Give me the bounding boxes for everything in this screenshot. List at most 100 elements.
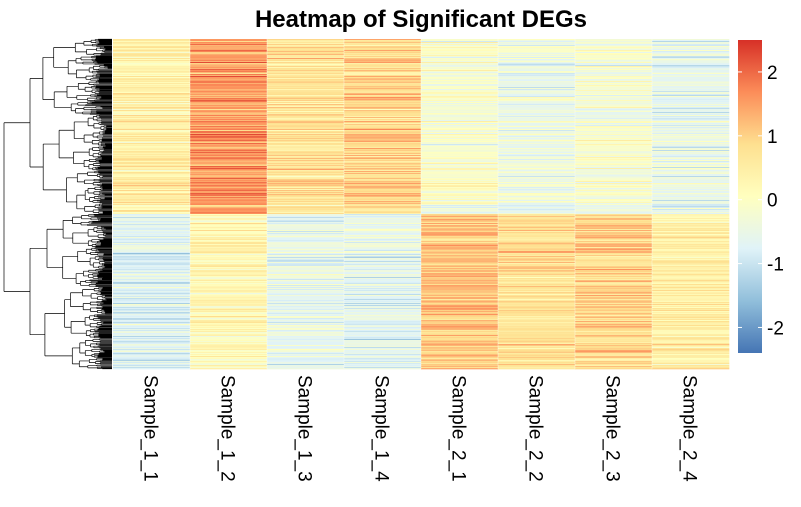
heatmap-cell — [190, 313, 268, 315]
heatmap-cell — [267, 224, 345, 226]
heatmap-cell — [267, 56, 345, 58]
heatmap-cell — [498, 114, 576, 116]
heatmap-cell — [498, 239, 576, 241]
heatmap-cell — [113, 321, 191, 323]
heatmap-cell — [652, 338, 730, 340]
heatmap-cell — [421, 107, 499, 109]
heatmap-cell — [575, 165, 653, 167]
heatmap-cell — [113, 141, 191, 143]
heatmap-cell — [113, 55, 191, 57]
heatmap-cell — [652, 184, 730, 186]
heatmap-cell — [113, 357, 191, 359]
heatmap-cell — [267, 39, 345, 41]
heatmap-cell — [190, 278, 268, 280]
heatmap-cell — [113, 157, 191, 159]
heatmap-cell — [498, 235, 576, 237]
heatmap-cell — [498, 59, 576, 61]
heatmap-cell — [344, 77, 422, 79]
heatmap-cell — [575, 299, 653, 301]
heatmap-cell — [344, 248, 422, 250]
heatmap-cell — [421, 306, 499, 308]
heatmap-cell — [575, 228, 653, 230]
heatmap-cell — [113, 75, 191, 77]
heatmap-cell — [421, 268, 499, 270]
heatmap-cell — [421, 237, 499, 239]
heatmap-cell — [344, 333, 422, 335]
heatmap-cell — [652, 198, 730, 200]
heatmap-cell — [267, 319, 345, 321]
heatmap-cell — [190, 45, 268, 47]
heatmap-cell — [190, 358, 268, 360]
heatmap-cell — [267, 288, 345, 290]
heatmap-cell — [652, 207, 730, 209]
heatmap-cell — [575, 40, 653, 42]
heatmap-cell — [190, 282, 268, 284]
heatmap-cell — [421, 241, 499, 243]
heatmap-cell — [113, 166, 191, 168]
heatmap-cell — [344, 141, 422, 143]
heatmap-cell — [498, 124, 576, 126]
heatmap-cell — [421, 288, 499, 290]
heatmap-cell — [575, 271, 653, 273]
heatmap-cell — [113, 79, 191, 81]
heatmap-cell — [113, 49, 191, 51]
heatmap-cell — [498, 358, 576, 360]
heatmap-cell — [113, 248, 191, 250]
heatmap-cell — [421, 309, 499, 311]
heatmap-cell — [113, 147, 191, 149]
heatmap-cell — [575, 68, 653, 70]
heatmap-cell — [498, 337, 576, 339]
heatmap-cell — [190, 146, 268, 148]
heatmap-cell — [344, 308, 422, 310]
heatmap-cell — [113, 114, 191, 116]
heatmap-cell — [498, 345, 576, 347]
heatmap-cell — [652, 97, 730, 99]
heatmap-cell — [421, 141, 499, 143]
heatmap-cell — [421, 247, 499, 249]
heatmap-cell — [498, 66, 576, 68]
heatmap-cell — [498, 185, 576, 187]
heatmap-cell — [498, 292, 576, 294]
heatmap-cell — [113, 151, 191, 153]
heatmap-cell — [190, 48, 268, 50]
heatmap-cell — [113, 60, 191, 62]
heatmap-cell — [344, 243, 422, 245]
heatmap-cell — [267, 353, 345, 355]
heatmap-cell — [344, 173, 422, 175]
heatmap-cell — [652, 343, 730, 345]
heatmap-cell — [652, 214, 730, 216]
heatmap-cell — [344, 71, 422, 73]
heatmap-cell — [344, 302, 422, 304]
heatmap-cell — [267, 112, 345, 114]
heatmap-cell — [421, 61, 499, 63]
heatmap-cell — [190, 348, 268, 350]
heatmap-cell — [498, 113, 576, 115]
heatmap-cell — [113, 201, 191, 203]
heatmap-cell — [498, 107, 576, 109]
heatmap-cell — [190, 227, 268, 229]
heatmap-cell — [421, 308, 499, 310]
heatmap-cell — [113, 86, 191, 88]
heatmap-cell — [113, 314, 191, 316]
heatmap-cell — [575, 170, 653, 172]
heatmap-cell — [498, 335, 576, 337]
heatmap-cell — [652, 144, 730, 146]
heatmap-cell — [267, 125, 345, 127]
heatmap-cell — [190, 71, 268, 73]
heatmap-cell — [421, 196, 499, 198]
heatmap-cell — [498, 67, 576, 69]
heatmap-cell — [498, 342, 576, 344]
heatmap-cell — [344, 54, 422, 56]
heatmap-cell — [344, 325, 422, 327]
heatmap-cell — [190, 176, 268, 178]
heatmap-cell — [113, 309, 191, 311]
heatmap-cell — [652, 129, 730, 131]
heatmap-cell — [113, 203, 191, 205]
heatmap-cell — [652, 122, 730, 124]
heatmap-cell — [113, 128, 191, 130]
heatmap-cell — [113, 158, 191, 160]
heatmap-cell — [652, 299, 730, 301]
heatmap-cell — [575, 292, 653, 294]
heatmap-cell — [113, 46, 191, 48]
heatmap-cell — [652, 279, 730, 281]
